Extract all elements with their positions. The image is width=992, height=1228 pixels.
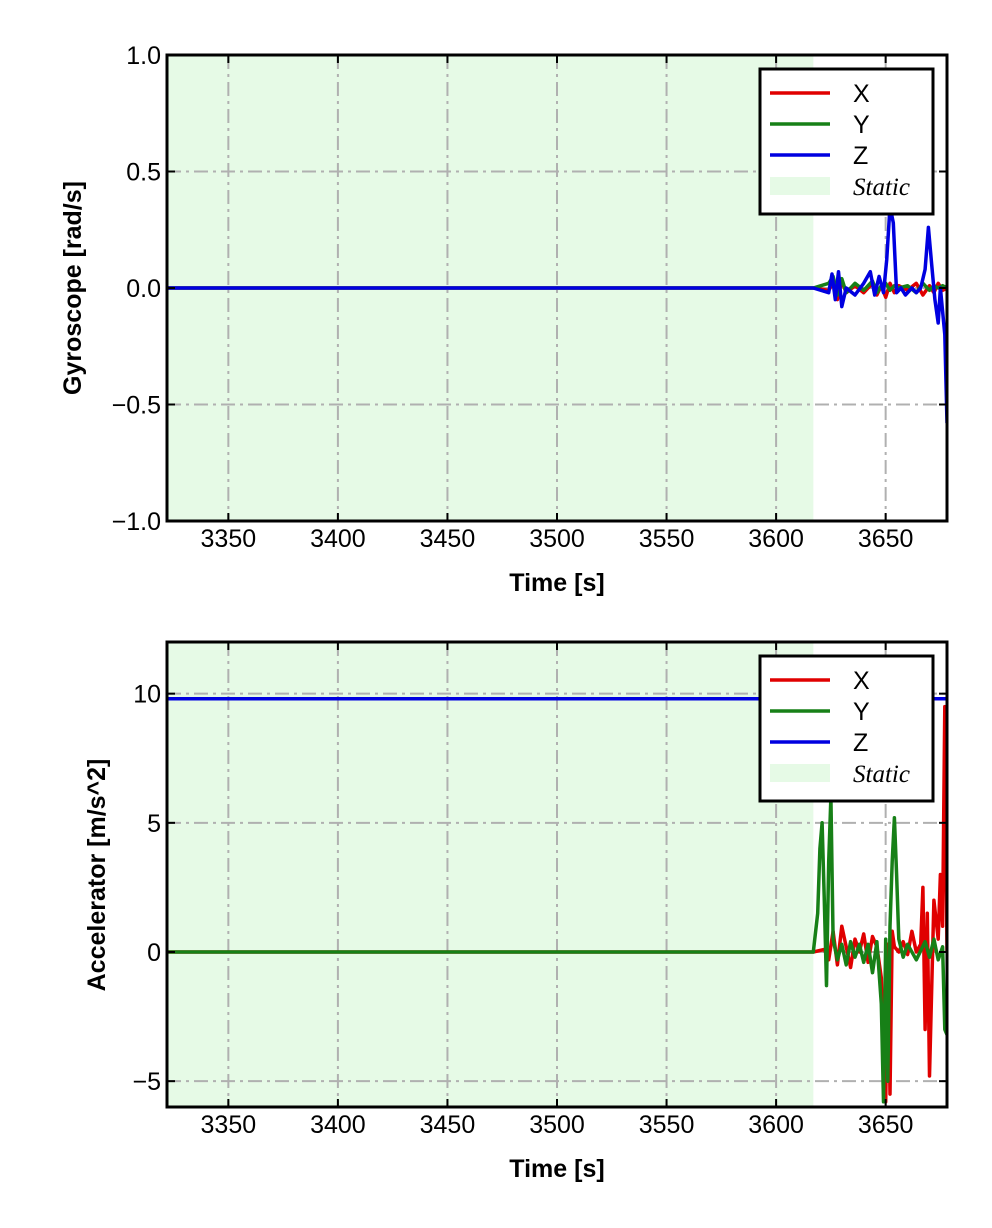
legend: XYZ Static — [758, 67, 935, 216]
y-tick-label: 0.5 — [126, 159, 161, 187]
series-line-y — [167, 795, 947, 1104]
legend-label-y: Y — [853, 698, 870, 726]
legend-label-x: X — [853, 80, 870, 108]
x-tick-label: 3400 — [310, 1111, 366, 1139]
x-tick-label: 3550 — [639, 1111, 695, 1139]
gyroscope-subplot: 3350 3400 3450 3500 3550 3600 3650 −1.0 −0.5 0.0 0… — [59, 42, 949, 597]
x-tick-label: 3650 — [858, 1111, 914, 1139]
y-tick-label: 10 — [133, 681, 161, 709]
y-tick-label: 0 — [147, 939, 161, 967]
y-tick-label: 0.0 — [126, 275, 161, 303]
x-tick-label: 3450 — [420, 1111, 476, 1139]
x-tick-label: 3500 — [529, 1111, 585, 1139]
y-tick-label: −0.5 — [112, 392, 161, 420]
series-line-x — [167, 704, 947, 1104]
x-axis-label: Time [s] — [509, 1155, 604, 1183]
x-tick-label: 3600 — [748, 525, 804, 553]
x-tick-label: 3350 — [201, 1111, 257, 1139]
legend-label-z: Z — [853, 729, 868, 757]
y-axis-label: Gyroscope [rad/s] — [59, 181, 87, 395]
legend-label-static: Static — [853, 761, 910, 788]
legend-label-static: Static — [853, 174, 910, 201]
x-tick-label: 3400 — [310, 525, 366, 553]
legend-swatch-static — [770, 764, 830, 782]
accelerometer-subplot: 3350 3400 3450 3500 3550 3600 3650 −5 0 5 10 Time [… — [83, 640, 949, 1183]
y-axis-label: Accelerator [m/s^2] — [83, 759, 111, 992]
y-tick-label: 1.0 — [126, 42, 161, 70]
x-tick-label: 3500 — [529, 525, 585, 553]
static-region — [167, 642, 814, 1107]
x-axis-label: Time [s] — [509, 569, 604, 597]
x-tick-label: 3450 — [420, 525, 476, 553]
legend: XYZ Static — [758, 654, 935, 803]
x-tick-label: 3650 — [858, 525, 914, 553]
x-tick-label: 3600 — [748, 1111, 804, 1139]
x-tick-label: 3350 — [201, 525, 257, 553]
legend-label-x: X — [853, 667, 870, 695]
y-tick-label: −1.0 — [112, 508, 161, 536]
x-tick-label: 3550 — [639, 525, 695, 553]
legend-label-y: Y — [853, 111, 870, 139]
legend-label-z: Z — [853, 142, 868, 170]
legend-swatch-static — [770, 177, 830, 195]
y-tick-label: −5 — [132, 1068, 161, 1096]
y-tick-label: 5 — [147, 810, 161, 838]
